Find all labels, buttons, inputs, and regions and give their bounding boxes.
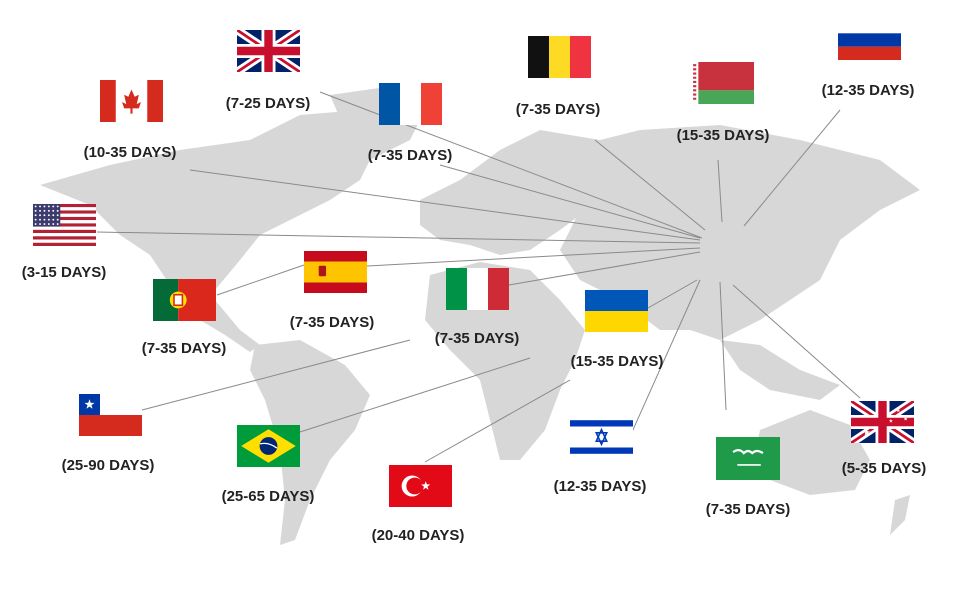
- route-line-portugal: [216, 264, 305, 296]
- days-label-turkey: (20-40 DAYS): [371, 527, 465, 544]
- flag-belgium-icon: [528, 36, 591, 78]
- route-line-turkey: [424, 379, 571, 463]
- flag-graphic: [153, 279, 216, 321]
- flag-australia-icon: [851, 401, 914, 443]
- flag-belarus-icon: [691, 62, 754, 104]
- asia: [560, 125, 920, 340]
- days-label-australia: (5-35 DAYS): [841, 460, 927, 477]
- days-label-israel: (12-35 DAYS): [553, 478, 647, 495]
- flag-graphic: [528, 36, 591, 78]
- route-line-belgium: [594, 139, 706, 231]
- new-zealand: [890, 495, 910, 535]
- flag-graphic: [851, 401, 914, 443]
- days-label-france: (7-35 DAYS): [367, 147, 453, 164]
- flag-graphic: [570, 416, 633, 458]
- days-label-spain: (7-35 DAYS): [289, 314, 375, 331]
- flag-portugal-icon: [153, 279, 216, 321]
- flag-uk-icon: [237, 30, 300, 72]
- flag-graphic: [237, 425, 300, 467]
- flag-italy-icon: [446, 268, 509, 310]
- route-line-chile: [141, 339, 411, 411]
- flag-graphic: [446, 268, 509, 310]
- route-line-spain: [366, 247, 701, 267]
- route-line-canada: [189, 169, 701, 241]
- days-label-russia: (12-35 DAYS): [821, 82, 915, 99]
- days-label-saudi-arabia: (7-35 DAYS): [705, 501, 791, 518]
- days-label-belgium: (7-35 DAYS): [515, 101, 601, 118]
- flag-graphic: [100, 80, 163, 122]
- flag-france-icon: [379, 83, 442, 125]
- flag-graphic: [379, 83, 442, 125]
- flag-spain-icon: [304, 251, 367, 293]
- route-line-uk: [319, 91, 703, 239]
- route-line-ukraine: [647, 279, 698, 309]
- days-label-brazil: (25-65 DAYS): [221, 488, 315, 505]
- route-line-usa: [96, 231, 701, 244]
- days-label-portugal: (7-35 DAYS): [141, 340, 227, 357]
- days-label-belarus: (15-35 DAYS): [676, 127, 770, 144]
- days-label-ukraine: (15-35 DAYS): [570, 353, 664, 370]
- flag-saudi-arabia-icon: [716, 437, 780, 480]
- flag-graphic: [237, 30, 300, 72]
- route-line-saudi: [719, 281, 727, 411]
- days-label-uk: (7-25 DAYS): [225, 95, 311, 112]
- days-label-chile: (25-90 DAYS): [61, 457, 155, 474]
- australia: [755, 410, 870, 495]
- route-line-france: [439, 164, 701, 239]
- route-line-italy: [508, 251, 701, 286]
- flag-canada-icon: [100, 80, 163, 122]
- flag-graphic: [304, 251, 367, 293]
- flag-graphic: [585, 290, 648, 332]
- flag-russia-icon: [838, 20, 901, 60]
- flag-brazil-icon: [237, 425, 300, 467]
- flag-graphic: [716, 437, 780, 480]
- days-label-usa: (3-15 DAYS): [21, 264, 107, 281]
- flag-chile-icon: [79, 394, 142, 436]
- flag-ukraine-icon: [585, 290, 648, 332]
- route-line-israel: [631, 279, 701, 433]
- route-line-australia: [732, 284, 861, 399]
- southeast-asia: [720, 340, 840, 400]
- days-label-canada: (10-35 DAYS): [83, 144, 177, 161]
- africa: [425, 262, 585, 460]
- days-label-italy: (7-35 DAYS): [434, 330, 520, 347]
- flag-graphic: [33, 204, 96, 246]
- flag-usa-icon: [33, 204, 96, 246]
- flag-graphic: [79, 394, 142, 436]
- south-america: [250, 340, 370, 545]
- flag-israel-icon: [570, 416, 633, 458]
- route-line-russia: [743, 109, 841, 227]
- flag-graphic: [389, 465, 452, 507]
- route-line-brazil: [299, 357, 531, 433]
- flag-graphic: [691, 62, 754, 104]
- flag-turkey-icon: [389, 465, 452, 507]
- europe: [420, 130, 600, 255]
- flag-graphic: [838, 20, 901, 60]
- north-america: [40, 110, 380, 300]
- route-line-belarus: [717, 159, 723, 223]
